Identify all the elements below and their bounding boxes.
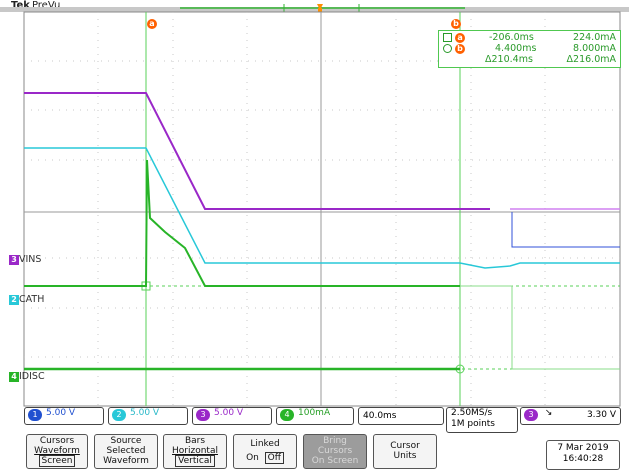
cursor-a-marker[interactable]: a bbox=[147, 19, 157, 29]
cursor-b-circle-icon bbox=[443, 44, 452, 53]
cursor-delta-value: Δ216.0mA bbox=[566, 54, 616, 65]
trigger-slope-icon: ↘ bbox=[544, 408, 553, 418]
date-time: 7 Mar 2019 16:40:28 bbox=[546, 440, 620, 470]
record-view-bar bbox=[0, 7, 629, 12]
channel-3-label: VINS bbox=[19, 254, 42, 265]
channel-2-marker[interactable]: 2 CATH bbox=[9, 287, 44, 306]
cursors-mode-button[interactable]: Cursors Waveform Screen bbox=[26, 434, 88, 469]
source-button[interactable]: Source Selected Waveform bbox=[94, 434, 158, 469]
trigger-readout[interactable]: 3 ↘ 3.30 V bbox=[520, 407, 621, 425]
channel-4-label: IDISC bbox=[19, 371, 45, 382]
status-bar: 1 5.00 V 2 5.00 V 3 5.00 V 4 100mA 40.0ms 2.… bbox=[24, 407, 621, 433]
waveform-ch3-vins bbox=[24, 92, 490, 210]
brand-name: Tek bbox=[11, 0, 30, 11]
cursor-menu: Cursors Waveform Screen Source Selected … bbox=[0, 434, 629, 469]
waveform-ch2-cath bbox=[24, 147, 620, 269]
cursor-delta-time: Δ210.4ms bbox=[485, 54, 533, 65]
channel-3-scale[interactable]: 3 5.00 V bbox=[192, 407, 272, 425]
waveform-ch1 bbox=[511, 212, 620, 248]
trigger-position-marker bbox=[317, 4, 323, 10]
channel-2-scale[interactable]: 2 5.00 V bbox=[108, 407, 188, 425]
brand-label: Tek PreVu bbox=[11, 0, 60, 11]
channel-4-scale[interactable]: 4 100mA bbox=[276, 407, 354, 425]
cursor-a-value: 224.0mA bbox=[573, 32, 616, 43]
cursor-units-button[interactable]: Cursor Units bbox=[373, 434, 437, 469]
cursor-a-square-icon bbox=[443, 33, 452, 42]
cursor-a-time: -206.0ms bbox=[489, 32, 534, 43]
cursor-b-marker[interactable]: b bbox=[451, 19, 461, 29]
bars-button[interactable]: Bars Horizontal Vertical bbox=[163, 434, 227, 469]
waveform-ch4-idisc-pale bbox=[460, 285, 620, 370]
linked-button[interactable]: Linked On Off bbox=[233, 434, 297, 469]
channel-4-marker[interactable]: 4 IDISC bbox=[9, 364, 45, 383]
channel-3-marker[interactable]: 3 VINS bbox=[9, 247, 41, 266]
cursor-b-row: b bbox=[443, 43, 466, 54]
acquisition-readout[interactable]: 2.50MS/s 1M points bbox=[446, 407, 518, 433]
channel-2-label: CATH bbox=[19, 294, 45, 305]
cursor-b-value: 8.000mA bbox=[573, 43, 616, 54]
bring-cursors-on-screen-button[interactable]: Bring Cursors On Screen bbox=[303, 434, 367, 469]
cursor-b-time: 4.400ms bbox=[495, 43, 537, 54]
acquisition-mode: PreVu bbox=[31, 0, 61, 11]
cursor-readout: a -206.0ms 224.0mA b 4.400ms 8.000mA Δ21… bbox=[438, 30, 621, 68]
cursor-a-row: a bbox=[443, 32, 466, 43]
timebase-readout[interactable]: 40.0ms bbox=[358, 407, 444, 425]
channel-1-scale[interactable]: 1 5.00 V bbox=[24, 407, 104, 425]
waveform-ch4-idisc bbox=[24, 159, 460, 287]
